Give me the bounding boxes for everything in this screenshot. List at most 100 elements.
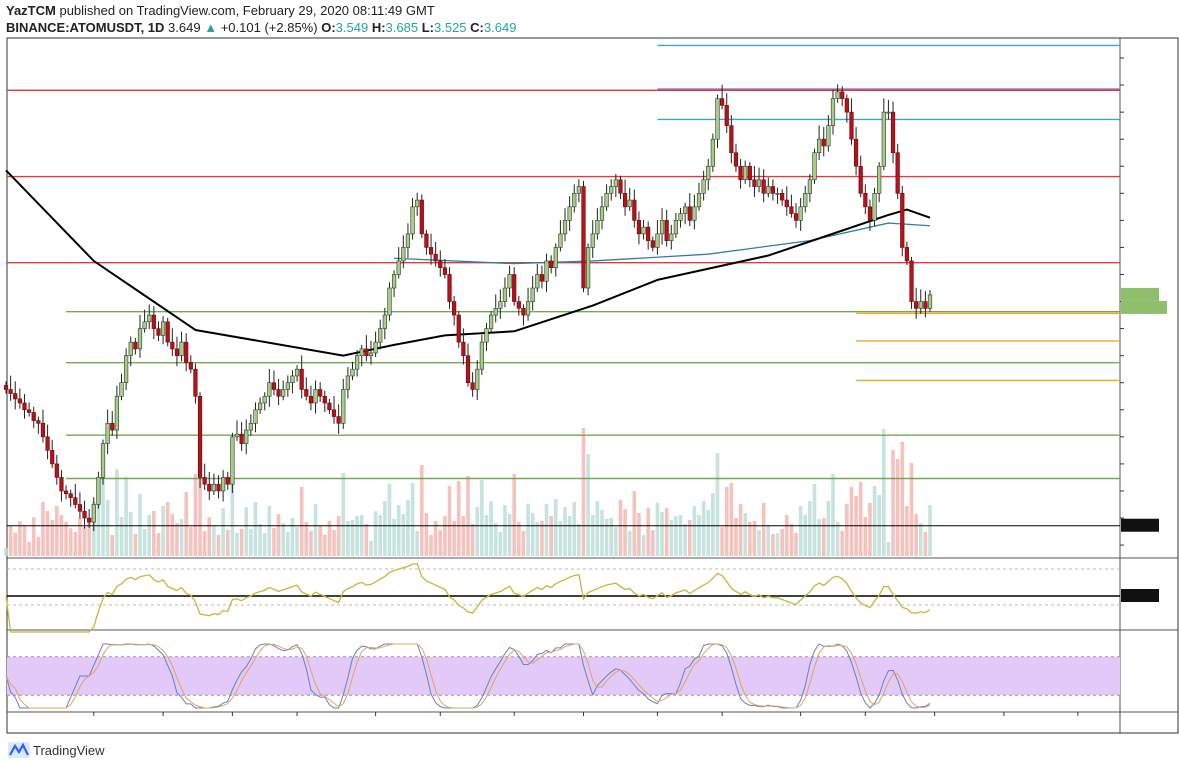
candle-down xyxy=(452,301,457,316)
volume-bar xyxy=(660,512,664,556)
volume-bar xyxy=(189,527,193,556)
volume-bar xyxy=(655,503,660,556)
candle-down xyxy=(327,402,332,411)
candle-down xyxy=(789,206,794,214)
volume-bar xyxy=(359,515,364,556)
candle-up xyxy=(590,233,595,248)
volume-bar xyxy=(664,508,669,556)
volume-bar xyxy=(923,531,928,556)
candle-up xyxy=(248,423,253,431)
volume-bar xyxy=(521,531,526,556)
candle-up xyxy=(382,314,387,329)
volume-bar xyxy=(567,516,572,556)
candle-up xyxy=(701,179,706,194)
symbol[interactable]: BINANCE:ATOMUSDT, 1D xyxy=(6,20,165,35)
candle-up xyxy=(479,341,484,370)
candle-down xyxy=(318,389,323,397)
candle-up xyxy=(221,477,226,492)
volume-bar xyxy=(604,519,609,556)
volume-bar xyxy=(646,508,650,556)
volume-bar xyxy=(27,541,31,556)
candle-up xyxy=(535,274,540,289)
last-price-tag xyxy=(1121,287,1159,301)
volume-bar xyxy=(905,506,909,556)
candle-up xyxy=(267,382,272,397)
volume-bar xyxy=(498,532,503,556)
candle-up xyxy=(341,389,346,424)
volume-bar xyxy=(692,506,697,556)
last-price: 3.649 xyxy=(168,20,201,35)
candle-up xyxy=(775,193,780,195)
candle-up xyxy=(179,341,184,356)
candle-down xyxy=(909,260,914,302)
volume-bar xyxy=(882,429,886,556)
candle-up xyxy=(234,433,240,438)
candle-down xyxy=(650,240,655,248)
candle-up xyxy=(609,186,614,194)
close-label: C: xyxy=(470,20,484,35)
candle-down xyxy=(202,477,207,485)
volume-bar xyxy=(503,505,507,556)
candle-up xyxy=(710,138,715,167)
candle-down xyxy=(636,220,642,235)
volume-bar xyxy=(318,526,322,556)
ma-blue-line xyxy=(394,222,931,265)
candle-down xyxy=(308,395,314,404)
volume-bar xyxy=(322,535,327,556)
volume-bar xyxy=(697,515,701,556)
candle-up xyxy=(599,206,605,221)
candle-down xyxy=(54,463,59,478)
volume-bar xyxy=(470,524,475,556)
symbol-info: BINANCE:ATOMUSDT, 1D 3.649 ▲ +0.101 (+2.… xyxy=(6,20,516,35)
volume-bar xyxy=(55,506,59,556)
candle-up xyxy=(484,328,489,343)
candle-down xyxy=(581,186,586,289)
candle-up xyxy=(715,98,720,140)
candle-down xyxy=(299,368,304,390)
volume-bar xyxy=(239,528,244,556)
candle-down xyxy=(225,477,230,485)
candle-down xyxy=(461,341,466,356)
publish-info: YazTCM published on TradingView.com, Feb… xyxy=(6,3,435,18)
volume-bar xyxy=(572,502,577,556)
candle-up xyxy=(124,355,129,384)
candle-up xyxy=(211,483,217,492)
volume-bar xyxy=(909,463,914,556)
volume-bar xyxy=(637,513,641,556)
candle-down xyxy=(761,179,766,194)
volume-bar xyxy=(766,525,771,556)
candle-down xyxy=(77,504,83,512)
volume-bar xyxy=(309,531,313,556)
candle-up xyxy=(281,389,286,397)
volume-bar xyxy=(609,518,614,556)
up-triangle-icon: ▲ xyxy=(204,20,218,35)
volume-bar xyxy=(50,520,54,556)
candle-down xyxy=(618,179,623,194)
volume-bar xyxy=(142,529,147,556)
volume-bar xyxy=(475,507,480,556)
candle-down xyxy=(456,314,461,343)
volume-bar xyxy=(614,527,618,556)
countdown-tag xyxy=(1121,300,1167,314)
volume-bar xyxy=(225,530,230,556)
volume-bar xyxy=(798,506,803,556)
candle-down xyxy=(322,395,327,404)
stoch-d-line xyxy=(5,643,931,709)
volume-bar xyxy=(101,465,105,556)
candle-down xyxy=(447,274,452,302)
volume-bar xyxy=(794,533,798,556)
volume-bar xyxy=(128,512,133,556)
candle-down xyxy=(923,301,928,309)
candle-down xyxy=(174,348,180,356)
candle-up xyxy=(498,301,503,309)
volume-bar xyxy=(31,517,36,556)
volume-bar xyxy=(216,535,221,556)
candle-down xyxy=(646,226,651,241)
volume-bar xyxy=(179,519,184,556)
volume-bar xyxy=(715,453,720,556)
volume-bar xyxy=(678,515,683,556)
volume-bar xyxy=(244,507,249,556)
volume-bar xyxy=(22,525,27,556)
candle-down xyxy=(193,368,198,397)
